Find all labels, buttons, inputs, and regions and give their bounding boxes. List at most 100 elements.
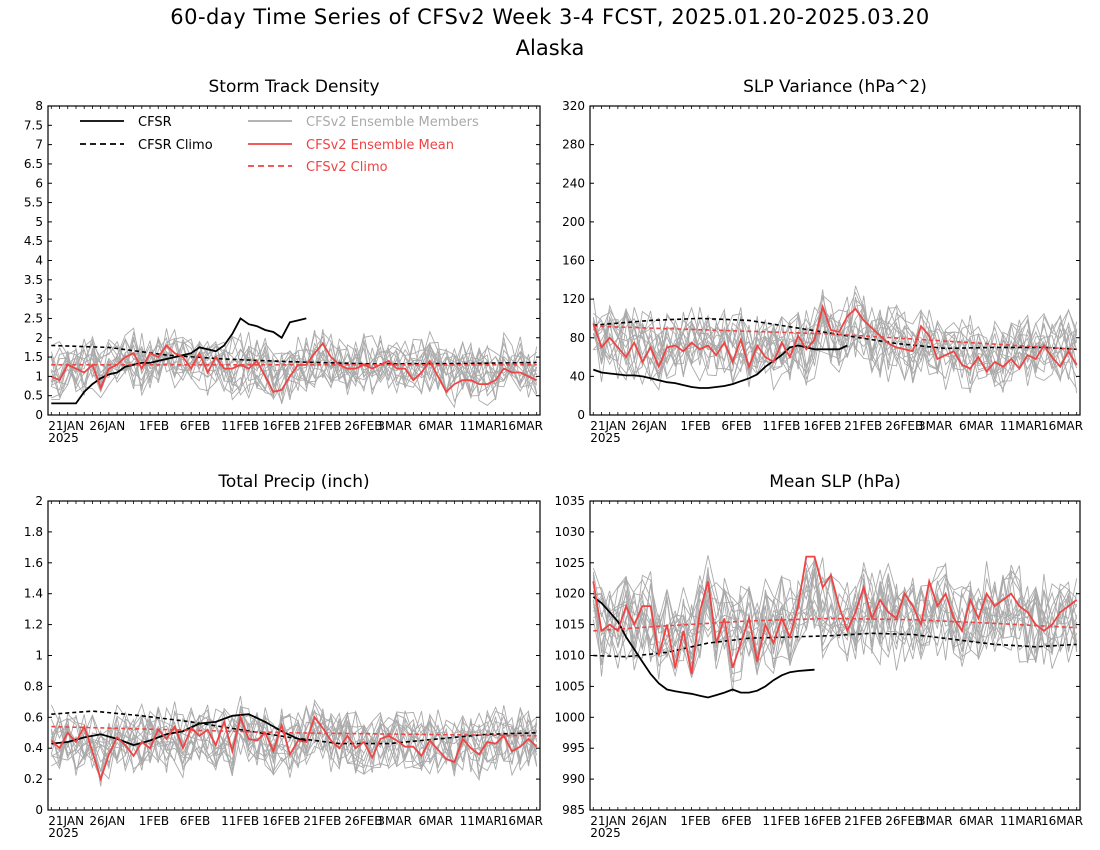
ensemble-member-line bbox=[592, 567, 1078, 663]
y-tick-label: 280 bbox=[562, 138, 585, 152]
x-tick-label: 21JAN bbox=[590, 814, 626, 828]
series-cfsv2-climo-line bbox=[593, 617, 1077, 632]
panel-3: Total Precip (inch) 0 0.2 0.4 0.6 0.8 1 1.2 1.4 1… bbox=[24, 472, 543, 840]
y-tick-label: 3 bbox=[35, 292, 43, 306]
y-tick-label: 240 bbox=[562, 176, 585, 190]
y-tick-label: 1010 bbox=[554, 649, 585, 663]
y-tick-label: 1000 bbox=[554, 710, 585, 724]
y-tick-label: 1020 bbox=[554, 587, 585, 601]
x-tick-label: 21FEB bbox=[303, 419, 341, 433]
ensemble-member-line bbox=[592, 559, 1078, 678]
panel-plot-area bbox=[592, 285, 1078, 394]
x-tick-label: 6MAR bbox=[419, 814, 454, 828]
legend-label: CFSv2 Ensemble Mean bbox=[306, 138, 454, 153]
x-tick-label: 6MAR bbox=[419, 419, 454, 433]
ensemble-member-line bbox=[50, 335, 537, 409]
panel-title: Storm Track Density bbox=[208, 77, 379, 97]
ensemble-member-line bbox=[592, 573, 1078, 678]
x-tick-label: 16FEB bbox=[803, 814, 841, 828]
y-tick-label: 985 bbox=[562, 803, 585, 817]
y-tick-label: 1005 bbox=[554, 679, 585, 693]
y-tick-label: 1.6 bbox=[24, 556, 43, 570]
x-tick-label: 26FEB bbox=[344, 419, 382, 433]
series-cfsr-climo-line bbox=[593, 317, 1077, 351]
series-ens-mean-line bbox=[592, 555, 1078, 675]
series-cfsr-line bbox=[592, 596, 815, 699]
x-tick-label: 6FEB bbox=[721, 814, 751, 828]
chart-main-title: 60-day Time Series of CFSv2 Week 3-4 FCS… bbox=[170, 5, 930, 29]
y-tick-label: 0.8 bbox=[24, 679, 43, 693]
x-tick-label: 11MAR bbox=[1000, 814, 1042, 828]
y-tick-label: 0.6 bbox=[24, 710, 43, 724]
x-tick-label: 21JAN bbox=[590, 419, 626, 433]
ensemble-member-line bbox=[592, 310, 1078, 383]
series-cfsr-climo-line bbox=[51, 710, 537, 745]
y-tick-label: 0 bbox=[577, 408, 585, 422]
y-tick-label: 0.5 bbox=[24, 389, 43, 403]
ensemble-member-line bbox=[592, 568, 1078, 666]
y-tick-label: 1.4 bbox=[24, 587, 43, 601]
ensemble-member-line bbox=[592, 298, 1078, 394]
y-tick-label: 1 bbox=[35, 649, 43, 663]
x-year-label: 2025 bbox=[590, 431, 621, 445]
y-tick-label: 0 bbox=[35, 803, 43, 817]
ensemble-member-line bbox=[50, 330, 538, 403]
legend-label: CFSR Climo bbox=[138, 138, 213, 153]
series-cfsr-climo-line bbox=[593, 632, 1077, 658]
x-tick-label: 21FEB bbox=[303, 814, 341, 828]
y-tick-label: 2 bbox=[35, 331, 43, 345]
panel-4: Mean SLP (hPa) 985 990 995 1000 1005 1010 1015 1… bbox=[554, 472, 1083, 840]
x-tick-label: 11MAR bbox=[460, 814, 502, 828]
x-tick-label: 21FEB bbox=[844, 419, 882, 433]
y-tick-label: 40 bbox=[570, 369, 585, 383]
y-tick-label: 4 bbox=[35, 254, 43, 268]
y-tick-label: 0.2 bbox=[24, 772, 43, 786]
x-tick-label: 11FEB bbox=[221, 419, 259, 433]
panel-plot-area bbox=[50, 317, 538, 409]
x-tick-label: 11MAR bbox=[1000, 419, 1042, 433]
panel-1: Storm Track Density 0 0.5 1 1.5 2 2.5 3 3.5 4 4.5 5… bbox=[24, 77, 543, 445]
y-tick-label: 1035 bbox=[554, 494, 585, 508]
panel-title: Total Precip (inch) bbox=[217, 472, 369, 492]
y-tick-label: 995 bbox=[562, 741, 585, 755]
x-tick-label: 1FEB bbox=[680, 419, 710, 433]
x-tick-label: 21JAN bbox=[48, 814, 84, 828]
y-tick-label: 4.5 bbox=[24, 234, 43, 248]
panel-frame bbox=[589, 105, 1081, 416]
x-tick-label: 1FEB bbox=[139, 814, 169, 828]
panel-2: SLP Variance (hPa^2) 0 40 80 120 160 200 240 280… bbox=[562, 77, 1083, 445]
panel-frame bbox=[47, 500, 541, 811]
series-ens-mean-line bbox=[50, 341, 538, 394]
ensemble-member-line bbox=[593, 304, 1078, 384]
y-tick-label: 3.5 bbox=[24, 273, 43, 287]
ensemble-member-line bbox=[51, 327, 537, 397]
x-tick-label: 3MAR bbox=[918, 814, 953, 828]
ensemble-member-line bbox=[593, 296, 1078, 382]
y-tick-label: 8 bbox=[35, 99, 43, 113]
x-tick-label: 6FEB bbox=[180, 814, 210, 828]
x-tick-label: 26JAN bbox=[89, 814, 125, 828]
y-tick-label: 1.8 bbox=[24, 525, 43, 539]
x-tick-label: 16FEB bbox=[803, 419, 841, 433]
y-tick-label: 1025 bbox=[554, 556, 585, 570]
x-year-label: 2025 bbox=[48, 826, 79, 840]
x-tick-label: 26JAN bbox=[631, 419, 667, 433]
series-cfsr-line bbox=[51, 713, 307, 747]
x-tick-label: 16MAR bbox=[1041, 814, 1083, 828]
x-tick-label: 11FEB bbox=[762, 419, 800, 433]
x-tick-label: 16MAR bbox=[1041, 419, 1083, 433]
x-tick-label: 26FEB bbox=[885, 814, 923, 828]
x-tick-label: 26JAN bbox=[89, 419, 125, 433]
ensemble-member-line bbox=[592, 567, 1078, 692]
x-tick-label: 21FEB bbox=[844, 814, 882, 828]
ensemble-member-line bbox=[51, 328, 537, 394]
y-tick-label: 1.5 bbox=[24, 350, 43, 364]
panel-plot-area bbox=[592, 555, 1078, 699]
x-tick-label: 6FEB bbox=[180, 419, 210, 433]
x-tick-label: 1FEB bbox=[680, 814, 710, 828]
y-tick-label: 7 bbox=[35, 138, 43, 152]
x-tick-label: 26JAN bbox=[631, 814, 667, 828]
series-cfsv2-climo-line bbox=[593, 325, 1077, 351]
x-tick-label: 26FEB bbox=[885, 419, 923, 433]
